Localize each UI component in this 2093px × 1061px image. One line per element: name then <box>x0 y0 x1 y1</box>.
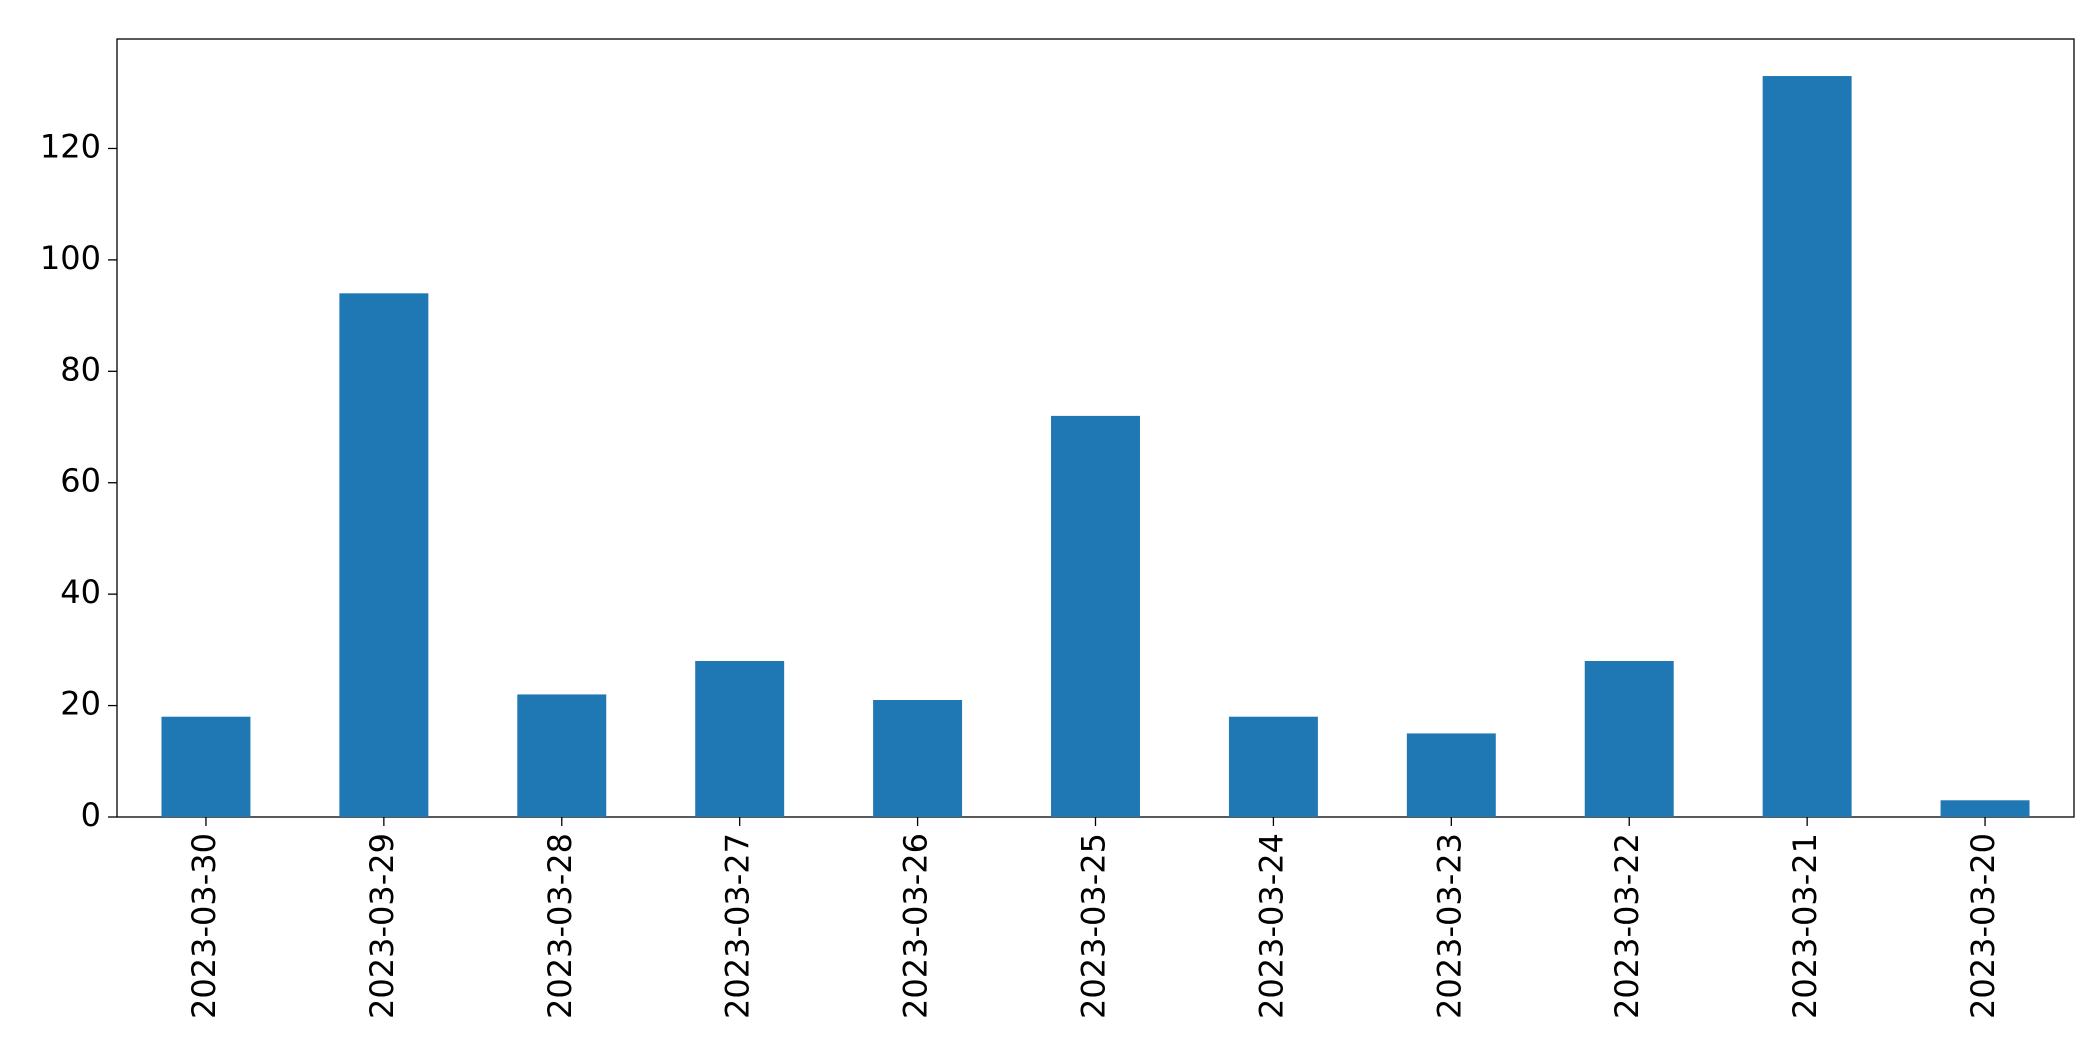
bar <box>695 661 785 817</box>
bar <box>1762 76 1852 818</box>
bar <box>1228 716 1318 817</box>
y-tick-label: 100 <box>40 239 101 277</box>
x-tick-label: 2023-03-30 <box>185 833 223 1019</box>
bar <box>1584 661 1674 817</box>
x-tick-label: 2023-03-21 <box>1786 833 1824 1019</box>
y-tick-label: 60 <box>60 462 101 500</box>
y-tick-label: 0 <box>81 796 101 834</box>
x-tick-label: 2023-03-25 <box>1075 833 1113 1019</box>
y-tick-label: 20 <box>60 685 101 723</box>
x-tick-label: 2023-03-28 <box>541 833 579 1019</box>
x-tick-label: 2023-03-20 <box>1964 833 2002 1019</box>
x-tick-label: 2023-03-27 <box>719 833 757 1019</box>
bar <box>873 700 963 817</box>
bar <box>339 293 429 818</box>
x-tick-label: 2023-03-24 <box>1252 833 1290 1019</box>
y-tick-label: 120 <box>40 127 101 165</box>
bar <box>517 694 607 817</box>
y-tick-label: 80 <box>60 350 101 388</box>
bar <box>1940 800 2030 817</box>
bar <box>1406 733 1496 817</box>
x-tick-label: 2023-03-23 <box>1430 833 1468 1019</box>
y-tick-label: 40 <box>60 573 101 611</box>
bar <box>161 716 251 817</box>
x-tick-label: 2023-03-26 <box>897 833 935 1019</box>
x-tick-label: 2023-03-22 <box>1608 833 1646 1019</box>
x-tick-label: 2023-03-29 <box>363 833 401 1019</box>
bar <box>1051 415 1140 817</box>
